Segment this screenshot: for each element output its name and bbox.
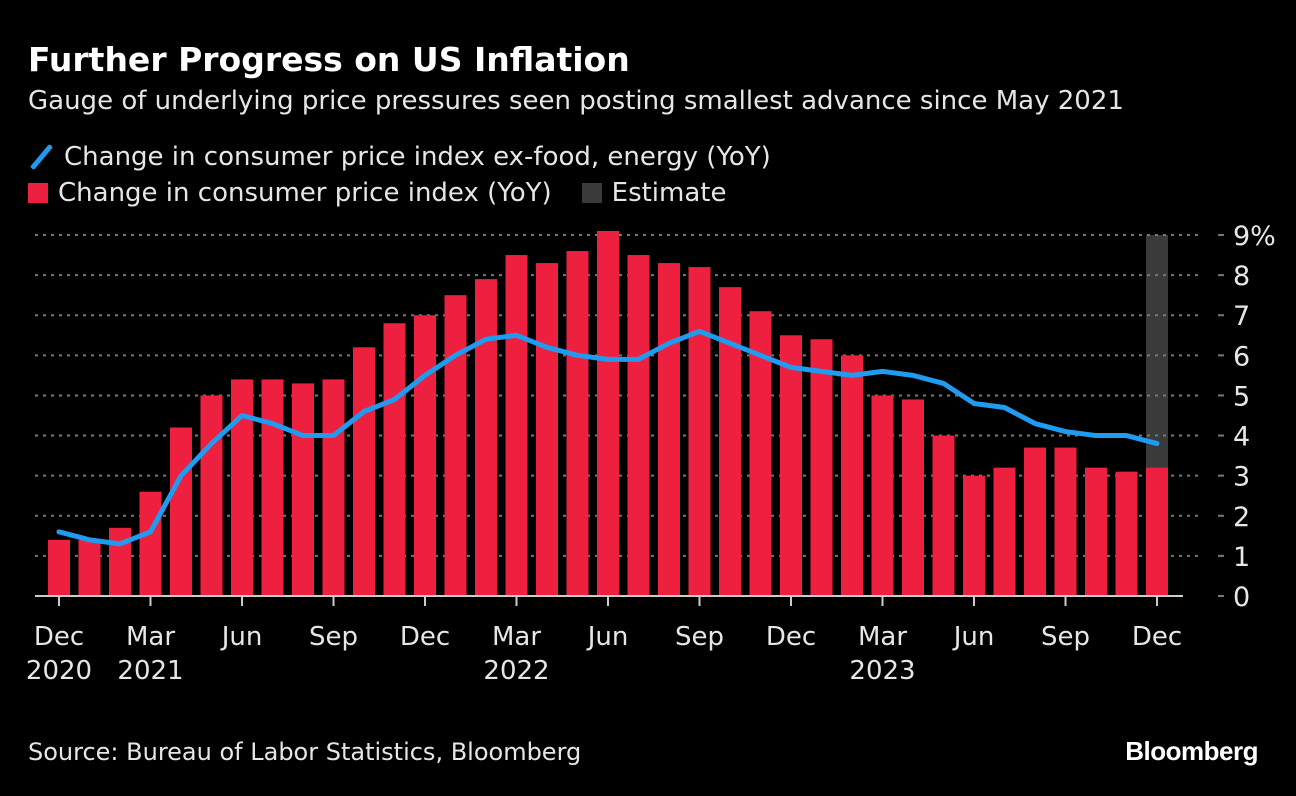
x-tick-label: Dec [400, 622, 450, 652]
bar [78, 539, 101, 596]
bar [475, 279, 497, 596]
bar [109, 527, 131, 596]
legend-item-cpi: Change in consumer price index (YoY) Est… [28, 178, 726, 208]
bloomberg-logo: Bloomberg [1125, 736, 1258, 766]
legend-label-estimate: Estimate [611, 178, 727, 208]
bar [231, 379, 253, 596]
estimate-swatch-icon [581, 183, 602, 203]
y-tick-label: 7 [1233, 301, 1250, 332]
x-tick-label: Mar [126, 622, 175, 652]
bar [139, 491, 162, 596]
x-tick-year-label: 2023 [849, 656, 915, 686]
bar [993, 467, 1016, 596]
y-tick-label: 5 [1233, 381, 1250, 412]
bar [932, 435, 955, 596]
legend-label: Change in consumer price index ex-food, … [64, 142, 771, 172]
y-tick-label: 2 [1233, 502, 1250, 533]
bar [688, 267, 711, 596]
x-tick-label: Mar [492, 622, 541, 652]
x-tick-label: Dec [34, 622, 84, 652]
bar [719, 287, 741, 596]
y-tick-label: 8 [1233, 261, 1250, 292]
bar [292, 383, 314, 596]
x-tick-label: Dec [1132, 622, 1182, 652]
bar [383, 323, 406, 596]
x-tick-label: Sep [309, 622, 358, 652]
chart-title: Further Progress on US Inflation [28, 40, 630, 79]
legend-label: Change in consumer price index (YoY) [58, 178, 552, 208]
bar-swatch-icon [28, 183, 48, 203]
y-tick-label: 1 [1233, 542, 1250, 573]
bar [444, 295, 467, 596]
x-tick-label: Sep [1041, 622, 1090, 652]
bar [1115, 471, 1138, 596]
bar [536, 263, 558, 596]
x-tick-year-label: 2020 [26, 656, 92, 686]
bar [1085, 467, 1107, 596]
bar [353, 347, 375, 596]
bar [200, 395, 223, 596]
x-tick-label: Sep [675, 622, 724, 652]
y-tick-label: 9% [1233, 221, 1276, 252]
x-tick-label: Jun [586, 622, 629, 652]
bar [627, 255, 650, 597]
core-cpi-line [56, 328, 1160, 547]
chart-subtitle: Gauge of underlying price pressures seen… [28, 86, 1124, 116]
bar [566, 251, 589, 597]
bar [48, 539, 70, 596]
bar [322, 379, 345, 596]
x-tick-label: Jun [952, 622, 995, 652]
bar [963, 475, 985, 596]
bar [810, 339, 833, 596]
bar [841, 355, 863, 596]
x-tick-label: Jun [220, 622, 263, 652]
legend-item-core: Change in consumer price index ex-food, … [28, 142, 771, 172]
bar [505, 255, 528, 597]
bar [261, 379, 284, 596]
bar [170, 427, 192, 596]
bar [414, 315, 436, 596]
y-tick-label: 4 [1233, 422, 1250, 453]
bar [902, 399, 924, 596]
y-tick-label: 3 [1233, 462, 1250, 493]
bar [871, 395, 894, 596]
source-note: Source: Bureau of Labor Statistics, Bloo… [28, 738, 582, 766]
x-tick-year-label: 2022 [483, 656, 549, 686]
bar [1024, 447, 1046, 596]
y-tick-label: 0 [1233, 582, 1250, 613]
x-tick-label: Mar [858, 622, 907, 652]
y-tick-label: 6 [1233, 341, 1250, 372]
bar [1054, 447, 1077, 596]
bar [658, 263, 680, 596]
bar [749, 311, 772, 596]
x-tick-label: Dec [766, 622, 816, 652]
x-tick-year-label: 2021 [117, 656, 183, 686]
bar [597, 230, 619, 596]
bar [780, 335, 802, 596]
bar [1146, 467, 1168, 596]
